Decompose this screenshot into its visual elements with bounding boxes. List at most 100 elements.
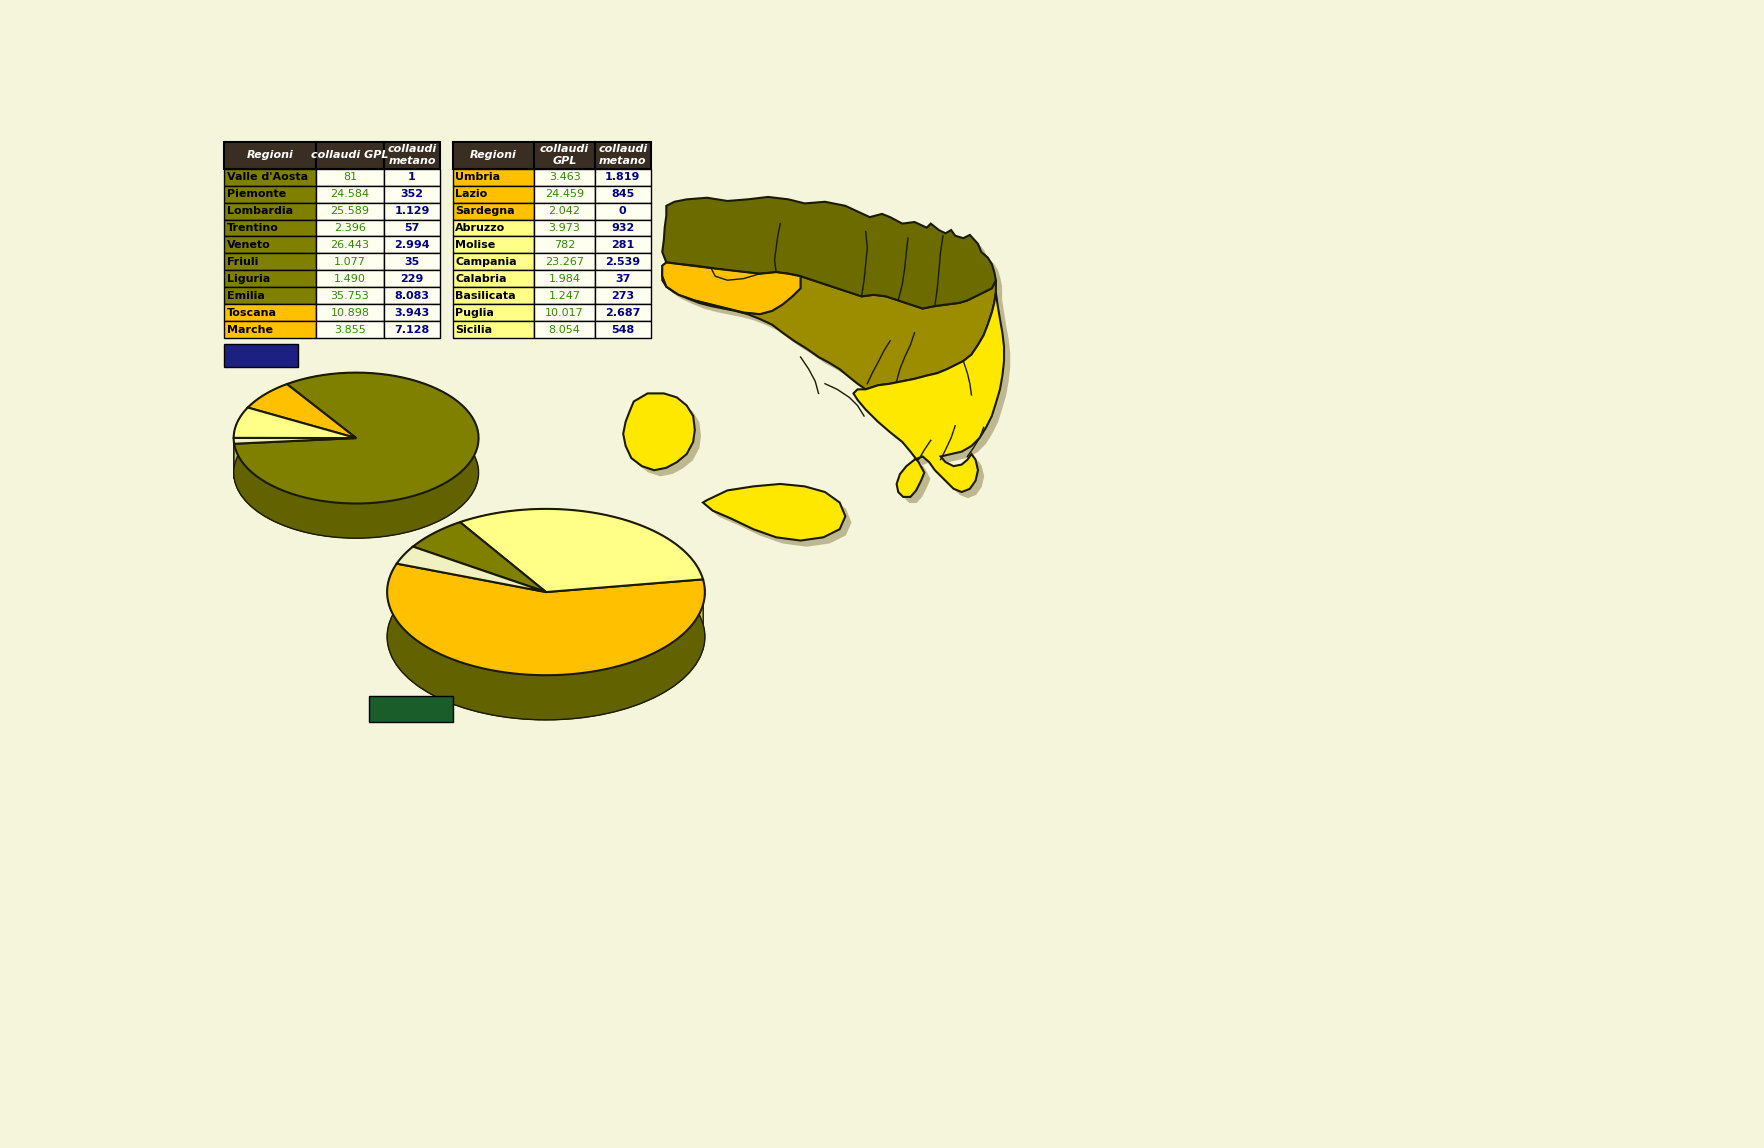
Bar [534, 169, 594, 186]
Bar [534, 236, 594, 254]
Bar [316, 169, 385, 186]
Text: 8.083: 8.083 [395, 290, 429, 301]
Text: Basilicata: Basilicata [455, 290, 515, 301]
Bar [224, 141, 316, 169]
Bar [534, 271, 594, 287]
Text: 932: 932 [610, 223, 635, 233]
Bar [385, 321, 439, 339]
Text: 35.753: 35.753 [330, 290, 369, 301]
Text: 352: 352 [400, 189, 423, 199]
Polygon shape [233, 408, 356, 439]
Polygon shape [662, 263, 801, 315]
Text: 1.129: 1.129 [393, 205, 430, 216]
Polygon shape [247, 408, 356, 473]
Polygon shape [233, 408, 247, 473]
Polygon shape [235, 439, 356, 479]
Polygon shape [413, 546, 547, 637]
Bar [594, 254, 651, 271]
Text: 281: 281 [610, 240, 635, 250]
Text: 3.463: 3.463 [549, 172, 580, 183]
Text: collaudi
GPL: collaudi GPL [540, 145, 589, 166]
Text: 3.973: 3.973 [549, 223, 580, 233]
Bar [316, 219, 385, 236]
Ellipse shape [386, 553, 706, 720]
Text: Regioni: Regioni [471, 150, 517, 161]
Polygon shape [662, 197, 997, 309]
Bar [316, 236, 385, 254]
Text: Abruzzo: Abruzzo [455, 223, 506, 233]
Text: 3.943: 3.943 [395, 308, 430, 318]
Polygon shape [662, 263, 997, 389]
Bar [534, 304, 594, 321]
Bar [594, 202, 651, 219]
Text: 1.490: 1.490 [333, 274, 365, 284]
Polygon shape [413, 546, 547, 637]
Polygon shape [460, 509, 704, 625]
Text: Friuli: Friuli [228, 257, 258, 266]
Bar [594, 287, 651, 304]
Polygon shape [669, 203, 1002, 315]
Polygon shape [386, 564, 706, 675]
Bar [594, 186, 651, 202]
Bar [316, 186, 385, 202]
Bar [316, 304, 385, 321]
Bar [534, 287, 594, 304]
Text: 229: 229 [400, 274, 423, 284]
Bar [534, 141, 594, 169]
Bar [224, 287, 316, 304]
Bar [316, 271, 385, 287]
Text: 1.077: 1.077 [333, 257, 365, 266]
Bar [316, 202, 385, 219]
Polygon shape [233, 437, 356, 444]
Bar [453, 271, 534, 287]
Text: 2.994: 2.994 [393, 240, 430, 250]
Bar [534, 254, 594, 271]
Polygon shape [460, 509, 704, 592]
Text: 2.396: 2.396 [333, 223, 365, 233]
Text: Campania: Campania [455, 257, 517, 266]
Text: 25.589: 25.589 [330, 205, 369, 216]
Bar [316, 287, 385, 304]
Bar [385, 271, 439, 287]
Bar [453, 219, 534, 236]
Bar [385, 236, 439, 254]
Polygon shape [235, 373, 478, 504]
Bar [594, 169, 651, 186]
Bar [385, 219, 439, 236]
Text: Emilia: Emilia [228, 290, 265, 301]
Polygon shape [235, 439, 356, 479]
Text: Sardegna: Sardegna [455, 205, 515, 216]
Bar [534, 321, 594, 339]
Bar [316, 254, 385, 271]
Bar [453, 321, 534, 339]
Polygon shape [233, 437, 356, 473]
Bar [224, 219, 316, 236]
Polygon shape [623, 394, 695, 471]
Text: Valle d'Aosta: Valle d'Aosta [228, 172, 309, 183]
Text: Puglia: Puglia [455, 308, 494, 318]
Text: 1.984: 1.984 [549, 274, 580, 284]
Text: 3.855: 3.855 [333, 325, 365, 335]
Polygon shape [235, 373, 478, 538]
Text: 57: 57 [404, 223, 420, 233]
Polygon shape [854, 293, 1004, 497]
Text: Regioni: Regioni [247, 150, 293, 161]
Text: Piemonte: Piemonte [228, 189, 286, 199]
Bar [594, 141, 651, 169]
Text: 24.584: 24.584 [330, 189, 369, 199]
Bar [385, 141, 439, 169]
Polygon shape [859, 298, 1011, 503]
Bar [594, 219, 651, 236]
Bar [453, 169, 534, 186]
Bar [385, 304, 439, 321]
Bar [316, 141, 385, 169]
Bar [316, 321, 385, 339]
Bar [453, 186, 534, 202]
Text: Liguria: Liguria [228, 274, 270, 284]
Polygon shape [709, 490, 852, 546]
Bar [385, 169, 439, 186]
Text: Sicilia: Sicilia [455, 325, 492, 335]
Bar [224, 236, 316, 254]
Text: collaudi
metano: collaudi metano [598, 145, 647, 166]
Text: Veneto: Veneto [228, 240, 270, 250]
